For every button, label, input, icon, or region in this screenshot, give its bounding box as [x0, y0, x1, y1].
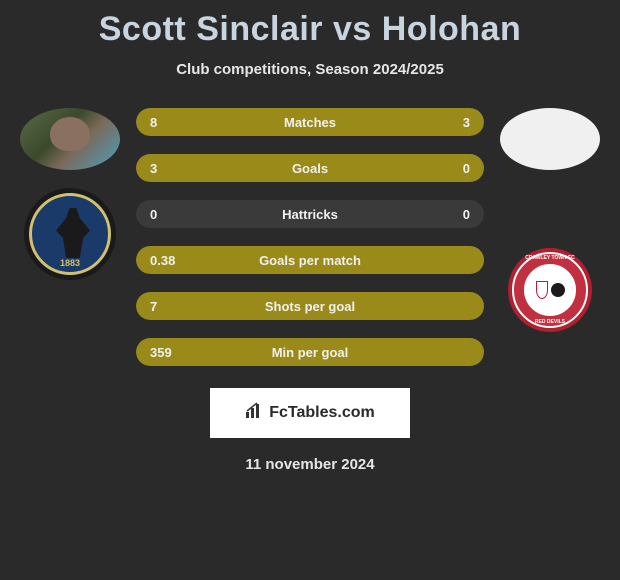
right-player-avatar	[500, 108, 600, 170]
page-subtitle: Club competitions, Season 2024/2025	[0, 61, 620, 78]
stat-label: Min per goal	[136, 345, 484, 360]
stat-label: Goals per match	[136, 253, 484, 268]
stat-label: Hattricks	[136, 207, 484, 222]
branding-text: FcTables.com	[269, 404, 375, 422]
right-player-column: CRAWLEY TOWN FC RED DEVILS	[490, 108, 610, 332]
date-line: 11 november 2024	[0, 456, 620, 473]
page-title: Scott Sinclair vs Holohan	[0, 0, 620, 49]
stat-label: Matches	[136, 115, 484, 130]
stat-bar: 00Hattricks	[136, 200, 484, 228]
stat-bar: 30Goals	[136, 154, 484, 182]
stat-bar: 0.38Goals per match	[136, 246, 484, 274]
branding-badge: FcTables.com	[210, 388, 410, 438]
left-player-avatar	[20, 108, 120, 170]
comparison-row: 1883 83Matches 30Goals 00Hattricks 0.38Goal…	[0, 108, 620, 366]
left-club-crest: 1883	[24, 188, 116, 280]
stat-bar: 7Shots per goal	[136, 292, 484, 320]
stat-bar: 359Min per goal	[136, 338, 484, 366]
chart-icon	[245, 402, 263, 425]
stat-label: Goals	[136, 161, 484, 176]
stat-bar: 83Matches	[136, 108, 484, 136]
stats-column: 83Matches 30Goals 00Hattricks 0.38Goals per…	[130, 108, 490, 366]
right-club-crest: CRAWLEY TOWN FC RED DEVILS	[508, 248, 592, 332]
stat-label: Shots per goal	[136, 299, 484, 314]
left-player-column: 1883	[10, 108, 130, 280]
